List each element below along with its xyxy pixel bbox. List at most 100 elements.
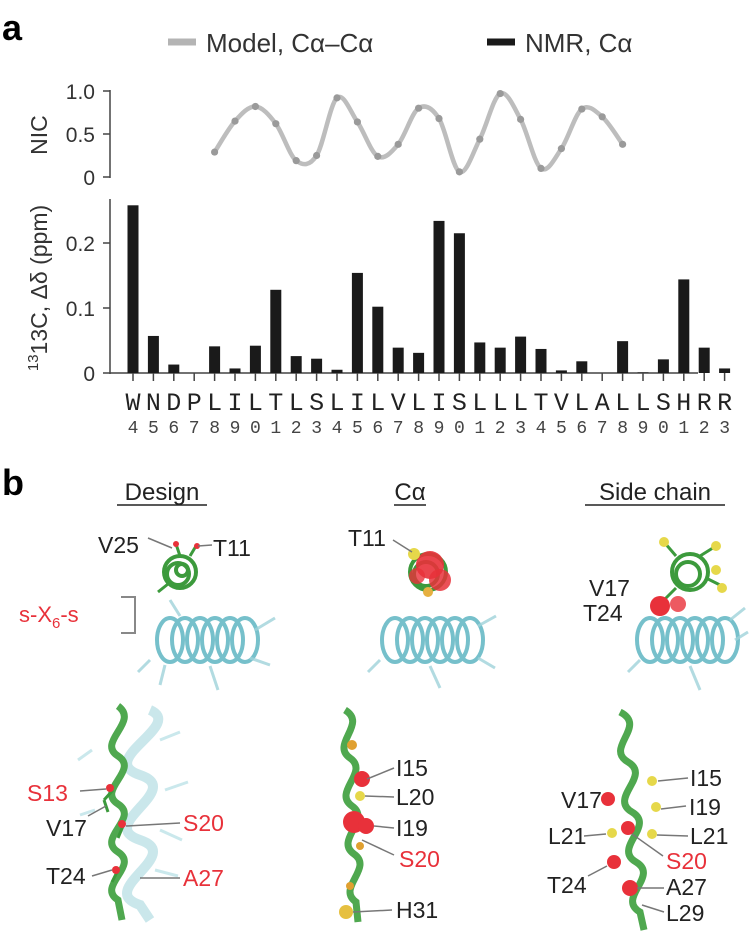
design-label-v25: V25: [98, 532, 139, 558]
bar-tick-02: 0.2: [66, 233, 95, 256]
panel-a-letter: a: [2, 7, 23, 48]
nic-point-16: [374, 152, 382, 160]
design-top-structure: [136, 541, 276, 691]
bar-V25: [555, 370, 567, 373]
residue-letter-6: D: [166, 389, 181, 418]
residue-letter-13: S: [309, 389, 324, 418]
bar-I15: [351, 272, 363, 373]
nic-point-14: [333, 94, 341, 102]
bar-I9: [229, 368, 241, 373]
residue-number-31: 1: [678, 419, 689, 439]
residue-number-20: 0: [454, 419, 465, 439]
calpha-label-t11: T11: [348, 525, 386, 551]
residue-letter-27: A: [595, 389, 610, 418]
residue-number-5: 5: [148, 419, 159, 439]
residue-letter-14: L: [329, 389, 344, 418]
residue-number-27: 7: [597, 419, 608, 439]
sidechain-label-i15: I15: [690, 765, 722, 791]
sidechain-top-structure: [626, 537, 749, 691]
calpha-label-i15: I15: [396, 755, 428, 781]
residue-letter-22: L: [493, 389, 508, 418]
header-side-chain: Side chain: [599, 479, 711, 506]
sidechain-label-l21-right: L21: [690, 823, 728, 849]
residue-number-29: 9: [638, 419, 649, 439]
residue-letter-29: L: [635, 389, 650, 418]
residue-number-6: 6: [168, 419, 179, 439]
bar-S30: [657, 359, 669, 373]
residue-number-17: 7: [393, 419, 404, 439]
nic-point-19: [435, 114, 443, 123]
nic-y-label: NIC: [26, 115, 52, 155]
residue-number-30: 0: [658, 419, 669, 439]
residue-number-33: 3: [719, 419, 730, 439]
calpha-label-h31: H31: [396, 897, 438, 923]
residue-number-28: 8: [617, 419, 628, 439]
bar-tick-01: 0.1: [66, 298, 95, 321]
calpha-label-s20: S20: [399, 846, 440, 872]
bar-L18: [413, 352, 425, 373]
bar-tick-0: 0: [83, 363, 95, 386]
residue-letter-21: L: [472, 389, 487, 418]
residue-letter-15: I: [350, 389, 365, 418]
nic-point-22: [496, 89, 504, 98]
design-label-a27: A27: [183, 865, 224, 891]
bar-N5: [147, 335, 159, 373]
header-design: Design: [125, 479, 200, 506]
residue-letter-33: R: [717, 389, 732, 418]
nic-point-20: [455, 168, 463, 176]
bar-L26: [576, 361, 588, 373]
residue-number-24: 4: [536, 419, 547, 439]
design-label-v17: V17: [46, 815, 87, 841]
residue-number-32: 2: [699, 419, 710, 439]
residue-letter-17: V: [391, 389, 406, 418]
bar-S13: [311, 358, 323, 373]
bar-T24: [535, 348, 547, 373]
nic-point-27: [598, 113, 606, 121]
residue-letter-16: L: [370, 389, 385, 418]
bar-H31: [678, 279, 690, 373]
nic-point-8: [211, 148, 219, 156]
calpha-bottom-structure: [339, 707, 374, 923]
residue-number-10: 0: [250, 419, 261, 439]
residue-number-13: 3: [311, 419, 322, 439]
design-label-s13: S13: [27, 780, 68, 806]
legend-model-label: Model, Cα–Cα: [206, 28, 373, 58]
bar-L29: [637, 372, 649, 373]
sidechain-label-v17: V17: [589, 575, 630, 601]
bar-L12: [290, 356, 302, 373]
residue-letter-26: L: [574, 389, 589, 418]
residue-letter-28: L: [615, 389, 630, 418]
bar-L8: [209, 346, 221, 373]
bar-y-label: 1313C, Δδ (ppm): [25, 205, 52, 371]
residue-letter-19: I: [431, 389, 446, 418]
residue-letter-9: I: [227, 389, 242, 418]
residue-letter-11: T: [268, 389, 283, 418]
design-label-t11: T11: [213, 535, 251, 561]
spacing-bracket: [121, 596, 136, 634]
legend-nmr-label: NMR, Cα: [525, 28, 632, 58]
residue-number-15: 5: [352, 419, 363, 439]
header-calpha: Cα: [394, 479, 425, 506]
nic-tick-05: 0.5: [66, 124, 95, 147]
nic-point-17: [394, 140, 402, 148]
nic-tick-0: 0: [83, 167, 95, 190]
residue-letter-8: L: [207, 389, 222, 418]
residue-axis-labels: W4N5D6P7L8I9L0T1L2S3L4I5L6V7L8I9S0L1L2L3…: [125, 373, 732, 439]
residue-letter-12: L: [289, 389, 304, 418]
sidechain-label-i19: I19: [689, 794, 721, 820]
nic-point-23: [517, 115, 525, 123]
residue-number-12: 2: [291, 419, 302, 439]
residue-letter-7: P: [187, 389, 202, 418]
residue-letter-23: L: [513, 389, 528, 418]
residue-number-22: 2: [495, 419, 506, 439]
nic-point-24: [537, 164, 545, 172]
sidechain-label-a27: A27: [666, 874, 707, 900]
sidechain-label-s20: S20: [666, 848, 707, 874]
sidechain-bottom-structure: [601, 708, 661, 931]
spacing-motif-label: s-X6-s: [19, 602, 79, 632]
nic-point-26: [578, 105, 586, 113]
sidechain-label-l21-left: L21: [548, 823, 586, 849]
sidechain-label-t24: T24: [547, 872, 587, 898]
design-label-s20: S20: [183, 810, 224, 836]
